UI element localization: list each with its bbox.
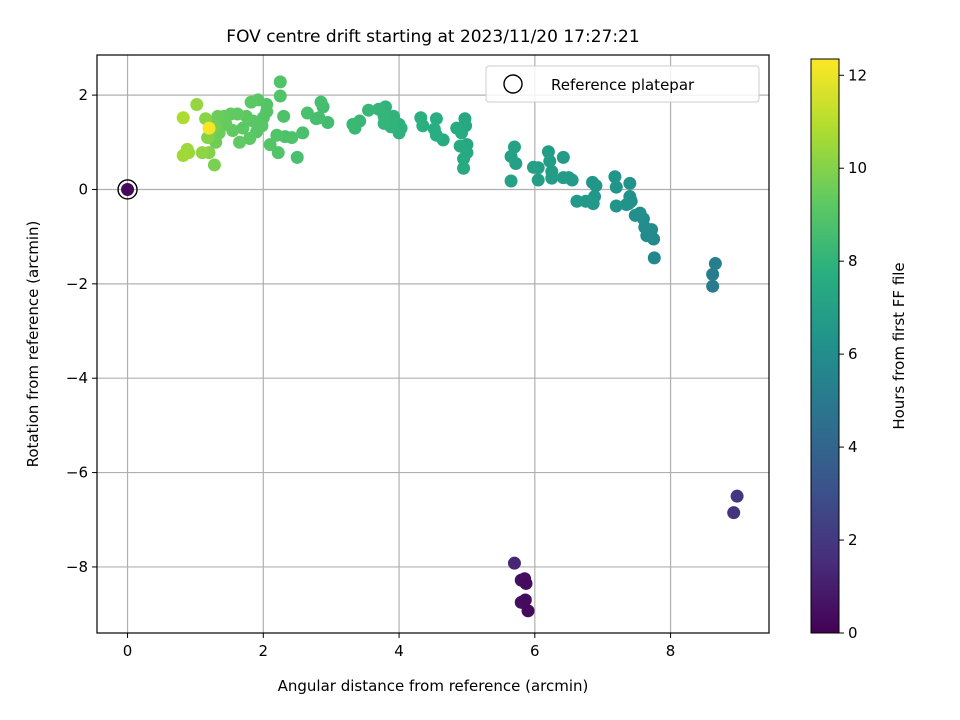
y-tick-label: 0 (78, 180, 88, 198)
data-point (176, 149, 190, 163)
x-tick-label: 8 (666, 642, 676, 660)
data-point (457, 161, 471, 175)
colorbar-tick-label: 0 (848, 624, 858, 642)
y-tick-label: −6 (66, 464, 88, 482)
data-point (556, 150, 570, 164)
x-tick-label: 0 (123, 642, 133, 660)
y-tick-label: −2 (66, 275, 88, 293)
reference-platepar-marker (117, 179, 138, 200)
data-point (504, 149, 518, 163)
data-point (586, 175, 600, 189)
axis-ticks: 0 2 4 6 8 −8 −6 −4 −2 0 2 (66, 86, 675, 660)
data-point (521, 604, 535, 618)
data-point (619, 198, 633, 212)
x-tick-label: 6 (530, 642, 540, 660)
data-point (518, 593, 532, 607)
legend: Reference platepar (485, 65, 760, 103)
plot-area-frame (96, 54, 770, 634)
data-point (727, 506, 741, 520)
data-point (387, 109, 401, 123)
data-point (195, 146, 209, 160)
data-point (236, 121, 250, 135)
data-point (429, 112, 443, 126)
data-point (271, 146, 285, 160)
data-point (202, 121, 216, 135)
data-point (570, 194, 584, 208)
x-axis-label: Angular distance from reference (arcmin) (278, 677, 589, 695)
legend-box (485, 65, 760, 103)
y-tick-label: −8 (66, 558, 88, 576)
grid-lines (97, 55, 769, 633)
colorbar-ticks: 0 2 4 6 8 10 12 (839, 66, 867, 642)
data-point (377, 116, 391, 130)
data-point (207, 158, 221, 172)
data-point (453, 139, 467, 153)
data-point (244, 95, 258, 109)
data-point (300, 106, 314, 120)
data-points (117, 75, 744, 618)
legend-marker-reference (503, 74, 523, 94)
data-point (273, 89, 287, 103)
data-point (623, 176, 637, 190)
colorbar-label: Hours from first FF file (890, 262, 908, 429)
data-point (706, 279, 720, 293)
data-point (708, 257, 722, 271)
data-point (270, 128, 284, 142)
data-point (706, 267, 720, 281)
data-point (531, 173, 545, 187)
data-point (608, 170, 622, 184)
colorbar-tick-label: 6 (848, 345, 858, 363)
data-point (314, 95, 328, 109)
data-point (504, 174, 518, 188)
data-point (233, 135, 247, 149)
data-point (243, 132, 257, 146)
chart-title: FOV centre drift starting at 2023/11/20 … (226, 27, 639, 47)
data-point (263, 138, 277, 152)
data-point (556, 171, 570, 185)
colorbar-tick-label: 2 (848, 531, 858, 549)
legend-entry-reference: Reference platepar (551, 76, 695, 94)
data-point (190, 98, 204, 112)
data-point (176, 111, 190, 125)
data-point (290, 150, 304, 164)
data-point (545, 171, 559, 185)
data-point (273, 75, 287, 89)
data-point (277, 109, 291, 123)
y-tick-label: −4 (66, 369, 88, 387)
data-point (427, 122, 441, 136)
data-point (647, 251, 661, 265)
data-point (414, 111, 428, 125)
data-point (526, 160, 540, 174)
x-tick-label: 2 (259, 642, 269, 660)
data-point (296, 126, 310, 140)
colorbar: 0 2 4 6 8 10 12 Hours from first FF file (810, 58, 908, 642)
y-axis-label: Rotation from reference (arcmin) (24, 221, 42, 468)
reference-data-point (121, 182, 135, 196)
data-point (450, 121, 464, 135)
data-point (519, 576, 533, 590)
data-point (541, 145, 555, 159)
colorbar-tick-label: 8 (848, 252, 858, 270)
data-point (507, 556, 521, 570)
colorbar-gradient (810, 58, 840, 634)
colorbar-tick-label: 10 (848, 159, 867, 177)
y-tick-label: 2 (78, 86, 88, 104)
colorbar-tick-label: 12 (848, 66, 867, 84)
data-point (609, 180, 623, 194)
data-point (457, 152, 471, 166)
data-point (362, 103, 376, 117)
data-point (730, 489, 744, 503)
data-point (628, 208, 642, 222)
data-point (346, 117, 360, 131)
data-point (394, 121, 408, 135)
data-point (372, 102, 386, 116)
colorbar-tick-label: 4 (848, 438, 858, 456)
data-point (609, 199, 623, 213)
x-tick-label: 4 (394, 642, 404, 660)
